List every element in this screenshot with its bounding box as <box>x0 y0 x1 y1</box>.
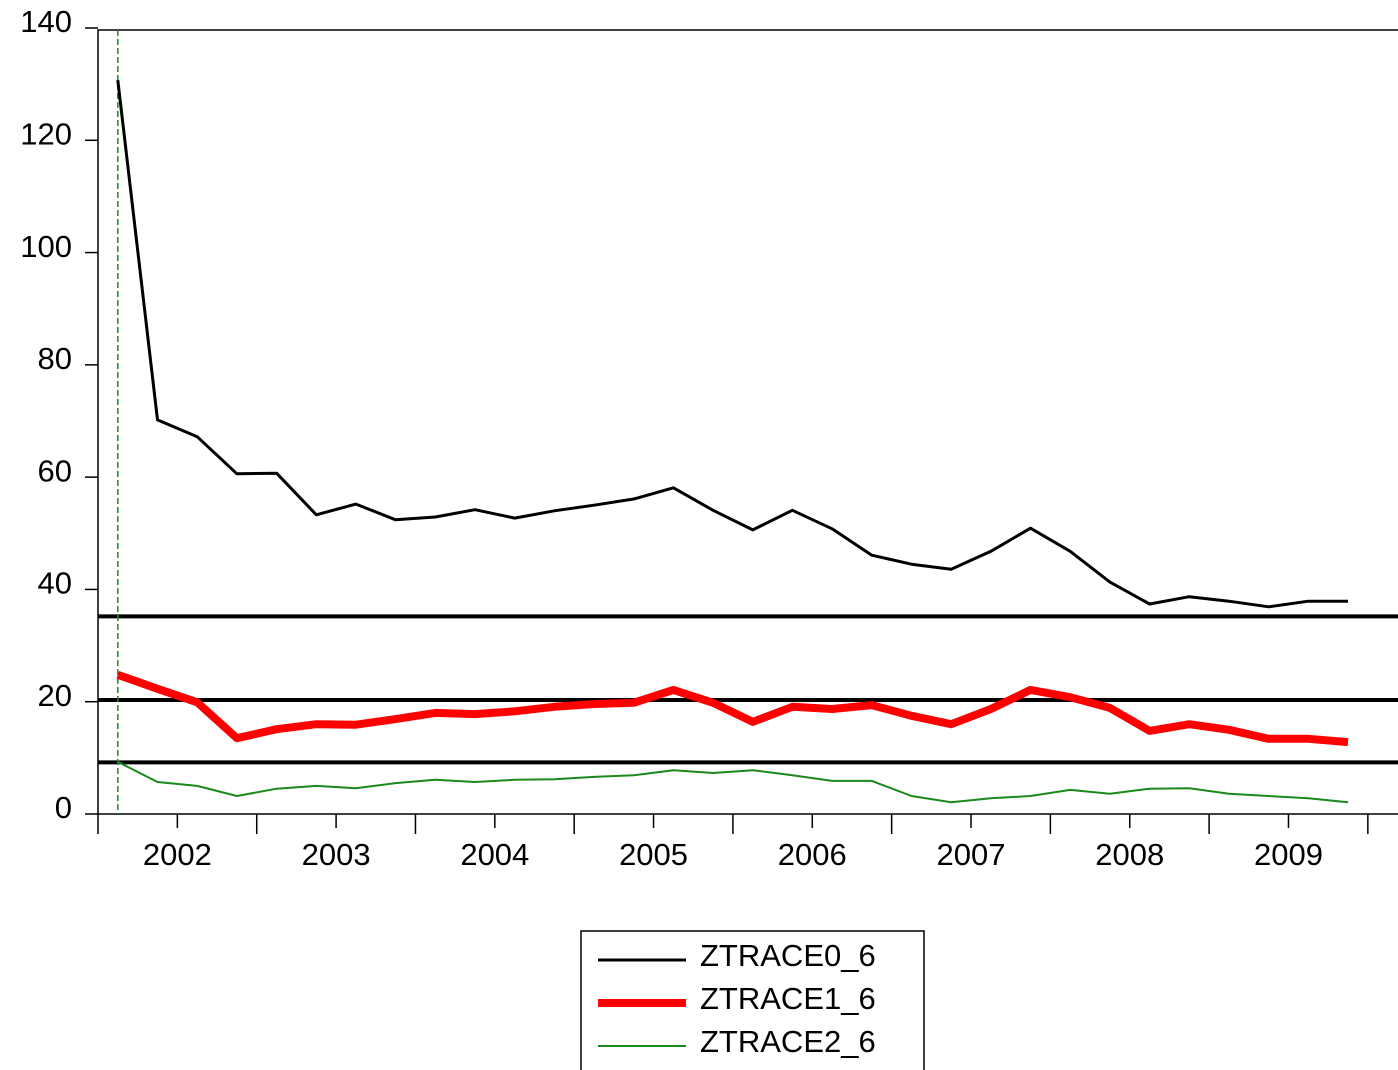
series-line <box>116 671 1349 747</box>
y-tick-label: 20 <box>38 678 72 713</box>
series-line <box>117 760 1349 804</box>
x-tick-label: 2009 <box>1254 837 1323 872</box>
y-tick-label: 100 <box>20 229 72 264</box>
x-tick-label: 2005 <box>619 837 688 872</box>
y-tick-label: 140 <box>20 4 72 39</box>
x-tick-label: 2003 <box>302 837 371 872</box>
y-tick-label: 0 <box>55 790 72 825</box>
legend-label: ZTRACE0_6 <box>700 938 876 973</box>
x-tick-label: 2008 <box>1095 837 1164 872</box>
x-tick-label: 2007 <box>937 837 1006 872</box>
x-tick-label: 2002 <box>143 837 212 872</box>
plot-frame <box>97 29 1398 815</box>
x-tick-label: 2004 <box>460 837 529 872</box>
legend-label: ZTRACE1_6 <box>700 981 876 1016</box>
x-tick-label: 2006 <box>778 837 847 872</box>
series-line <box>116 80 1348 609</box>
y-tick-label: 80 <box>38 341 72 376</box>
y-tick-label: 40 <box>38 566 72 601</box>
y-tick-label: 60 <box>38 453 72 488</box>
legend-label: ZTRACE2_6 <box>700 1024 876 1059</box>
y-tick-label: 120 <box>20 116 72 151</box>
